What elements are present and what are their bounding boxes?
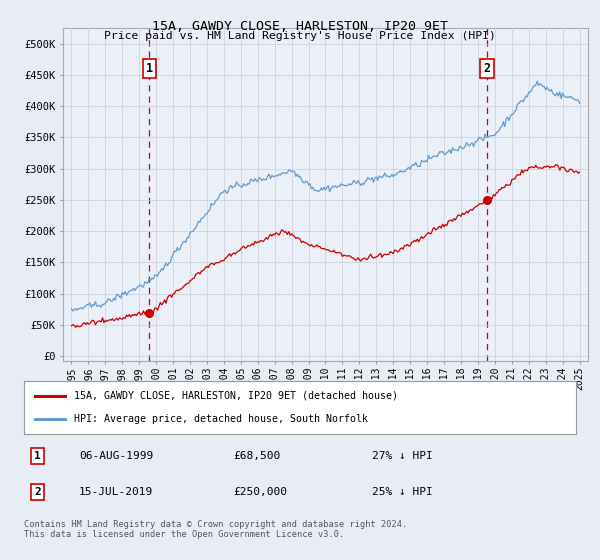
Text: Contains HM Land Registry data © Crown copyright and database right 2024.
This d: Contains HM Land Registry data © Crown c…	[24, 520, 407, 539]
Text: 25% ↓ HPI: 25% ↓ HPI	[372, 487, 433, 497]
Text: 27% ↓ HPI: 27% ↓ HPI	[372, 451, 433, 461]
Text: 1: 1	[146, 62, 153, 75]
Text: 15A, GAWDY CLOSE, HARLESTON, IP20 9ET (detached house): 15A, GAWDY CLOSE, HARLESTON, IP20 9ET (d…	[74, 391, 398, 401]
Text: 06-AUG-1999: 06-AUG-1999	[79, 451, 154, 461]
Text: HPI: Average price, detached house, South Norfolk: HPI: Average price, detached house, Sout…	[74, 414, 368, 424]
Text: £68,500: £68,500	[234, 451, 281, 461]
Text: 2: 2	[34, 487, 41, 497]
Text: 2: 2	[484, 62, 491, 75]
Text: 15-JUL-2019: 15-JUL-2019	[79, 487, 154, 497]
Text: 15A, GAWDY CLOSE, HARLESTON, IP20 9ET: 15A, GAWDY CLOSE, HARLESTON, IP20 9ET	[152, 20, 448, 32]
Text: Price paid vs. HM Land Registry's House Price Index (HPI): Price paid vs. HM Land Registry's House …	[104, 31, 496, 41]
Text: 1: 1	[34, 451, 41, 461]
Text: £250,000: £250,000	[234, 487, 288, 497]
